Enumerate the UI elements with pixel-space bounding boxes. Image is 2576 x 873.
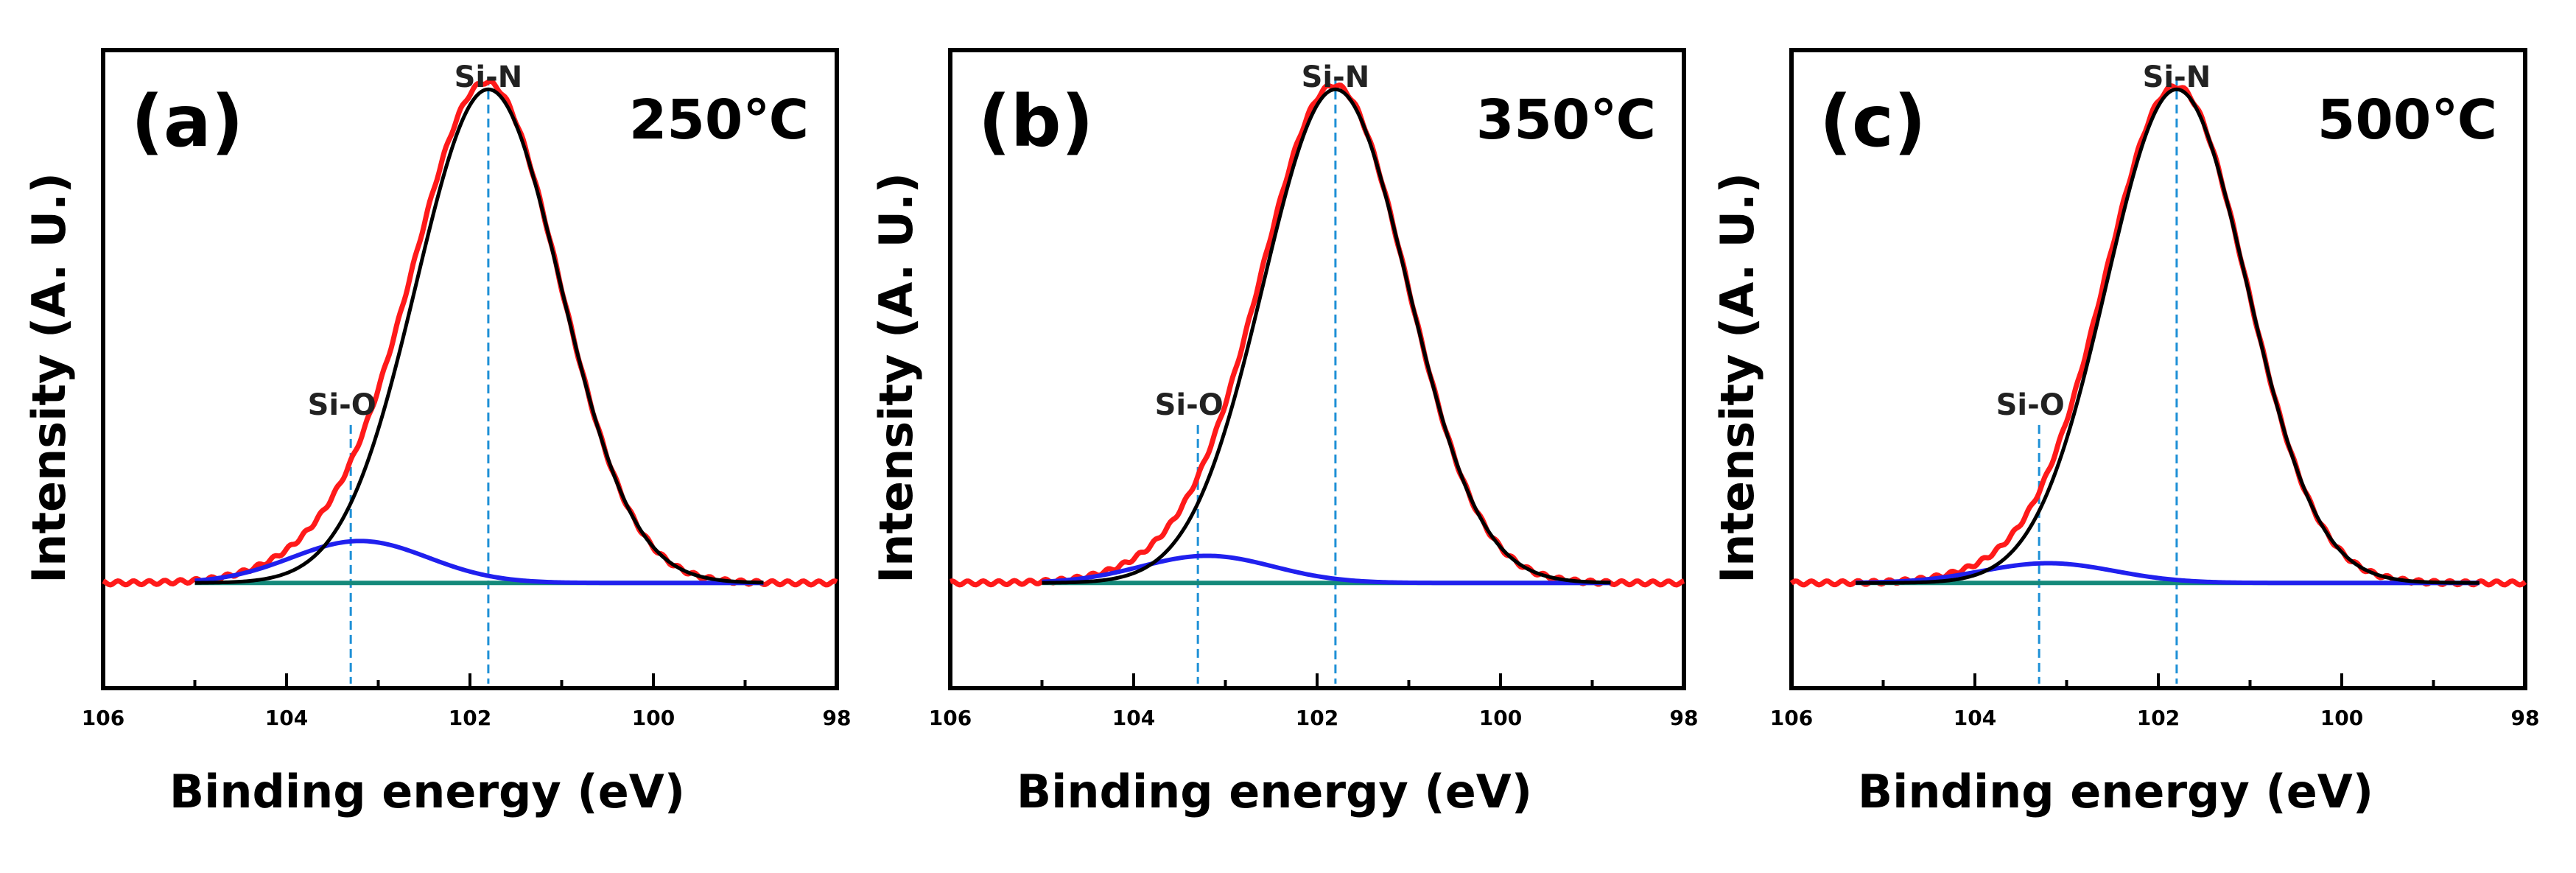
x-ticks: 106 104 102 100 98 xyxy=(929,673,1699,730)
temperature-label: 350℃ xyxy=(1476,88,1656,152)
panel-a: 106 104 102 100 98 (a) 250℃ Binding energy (… xyxy=(22,48,852,818)
si-o-fit-curve xyxy=(1856,561,2480,586)
si-n-fit-curve xyxy=(1856,87,2480,585)
x-tick-label: 98 xyxy=(2511,706,2540,730)
y-axis-label: Intensity (A. U.) xyxy=(1710,172,1764,583)
curves xyxy=(1789,83,2527,588)
si-o-fit-curve xyxy=(194,539,764,586)
x-tick-label: 106 xyxy=(1770,706,1813,730)
x-tick-label: 102 xyxy=(2137,706,2180,730)
x-ticks: 106 104 102 100 98 xyxy=(82,673,852,730)
panel-c: 106 104 102 100 98 (c) 500℃ Binding energy (… xyxy=(1710,48,2540,818)
temperature-label: 250℃ xyxy=(629,88,809,152)
x-tick-label: 104 xyxy=(1954,706,1996,730)
x-tick-label: 100 xyxy=(2320,706,2363,730)
x-tick-label: 104 xyxy=(265,706,308,730)
si-n-fit-curve xyxy=(194,87,764,585)
x-tick-label: 98 xyxy=(823,706,852,730)
y-axis-label: Intensity (A. U.) xyxy=(869,172,923,583)
si-n-fit-curve xyxy=(1042,87,1611,585)
panel-label: (c) xyxy=(1819,80,1926,163)
si-o-label: Si-O xyxy=(1996,388,2065,422)
x-tick-label: 100 xyxy=(1479,706,1522,730)
x-axis-label: Binding energy (eV) xyxy=(1858,765,2373,818)
si-n-label: Si-N xyxy=(1302,60,1370,94)
x-tick-label: 98 xyxy=(1670,706,1699,730)
x-ticks: 106 104 102 100 98 xyxy=(1770,673,2540,730)
panel-b: 106 104 102 100 98 (b) 350℃ Binding energy (… xyxy=(869,48,1699,818)
x-tick-label: 102 xyxy=(449,706,491,730)
panel-label: (a) xyxy=(131,80,244,163)
si-o-label: Si-O xyxy=(308,388,376,422)
y-axis-label: Intensity (A. U.) xyxy=(22,172,76,583)
x-axis-label: Binding energy (eV) xyxy=(169,765,685,818)
si-n-label: Si-N xyxy=(2143,60,2211,94)
si-n-label: Si-N xyxy=(455,60,523,94)
x-axis-label: Binding energy (eV) xyxy=(1017,765,1532,818)
x-tick-label: 106 xyxy=(82,706,124,730)
panel-label: (b) xyxy=(978,80,1093,163)
curves xyxy=(102,78,838,588)
x-tick-label: 104 xyxy=(1112,706,1155,730)
si-o-fit-curve xyxy=(1042,553,1611,586)
si-o-label: Si-O xyxy=(1155,388,1224,422)
temperature-label: 500℃ xyxy=(2317,88,2497,152)
curves xyxy=(949,83,1685,588)
x-tick-label: 102 xyxy=(1296,706,1338,730)
x-tick-label: 100 xyxy=(632,706,675,730)
x-tick-label: 106 xyxy=(929,706,972,730)
